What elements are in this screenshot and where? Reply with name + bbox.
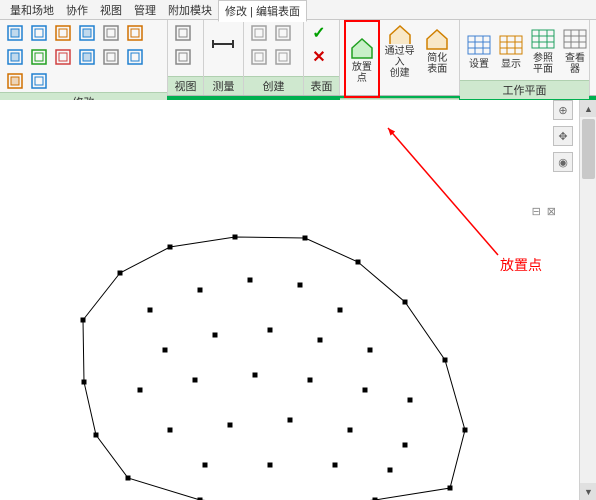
- panel-label-create: 创建: [244, 76, 303, 95]
- create-tool-3[interactable]: [272, 46, 294, 68]
- modify-tool-2[interactable]: [52, 22, 74, 44]
- tool-button-0[interactable]: 通过导入创建: [382, 22, 418, 80]
- tab-3[interactable]: 管理: [128, 0, 162, 20]
- modify-tool-6[interactable]: [4, 46, 26, 68]
- panel-label-workplane: 工作平面: [460, 80, 589, 99]
- modify-tool-7[interactable]: [28, 46, 50, 68]
- tool-button-label: 简化表面: [427, 53, 447, 75]
- panel-label-surface: 表面: [304, 76, 339, 95]
- tool-button-1[interactable]: 简化表面: [419, 22, 455, 80]
- workplane-button-label: 设置: [469, 59, 489, 70]
- place-point-button[interactable]: 放置点: [344, 20, 380, 98]
- canvas-area[interactable]: 放置点 ⊟ ⊠ 项: [0, 100, 596, 500]
- create-tool-2[interactable]: [248, 46, 270, 68]
- modify-tool-3[interactable]: [76, 22, 98, 44]
- view-tool-1[interactable]: [172, 46, 194, 68]
- tab-4[interactable]: 附加模块: [162, 0, 218, 20]
- view-tool-0[interactable]: [172, 22, 194, 44]
- panel-label-measure: 测量: [204, 76, 243, 95]
- tab-1[interactable]: 协作: [60, 0, 94, 20]
- close-view-icon[interactable]: ⊠: [547, 205, 556, 218]
- tab-bar: 量和场地协作视图管理附加模块修改 | 编辑表面: [0, 0, 596, 20]
- tab-0[interactable]: 量和场地: [4, 0, 60, 20]
- view-control-icons: ⊟ ⊠: [532, 205, 556, 218]
- ribbon: 修改视图测量创建✓✕表面放置点通过导入创建简化表面工具设置显示参照平面查看器工作…: [0, 20, 596, 96]
- modify-tool-10[interactable]: [100, 46, 122, 68]
- annotation-label: 放置点: [500, 255, 542, 275]
- scroll-down-icon[interactable]: ▼: [580, 483, 596, 500]
- tab-2[interactable]: 视图: [94, 0, 128, 20]
- minimize-view-icon[interactable]: ⊟: [532, 205, 541, 218]
- create-tool-1[interactable]: [272, 22, 294, 44]
- workplane-button-label: 查看器: [561, 53, 589, 75]
- pan-icon[interactable]: ✥: [553, 126, 573, 146]
- modify-tool-8[interactable]: [52, 46, 74, 68]
- place-point-label: 放置点: [352, 62, 372, 84]
- modify-tool-4[interactable]: [100, 22, 122, 44]
- vertical-scrollbar[interactable]: ▲ ▼: [579, 100, 596, 500]
- modify-tool-13[interactable]: [28, 70, 50, 92]
- scroll-up-icon[interactable]: ▲: [580, 100, 596, 117]
- workplane-button-label: 显示: [501, 59, 521, 70]
- tool-button-label: 通过导入创建: [383, 46, 417, 79]
- modify-tool-5[interactable]: [124, 22, 146, 44]
- tab-5[interactable]: 修改 | 编辑表面: [218, 0, 307, 22]
- cancel-icon[interactable]: ✕: [308, 46, 330, 68]
- modify-tool-11[interactable]: [124, 46, 146, 68]
- panel-label-view: 视图: [168, 76, 203, 95]
- modify-tool-9[interactable]: [76, 46, 98, 68]
- modify-tool-12[interactable]: [4, 70, 26, 92]
- measure-tool[interactable]: [208, 22, 238, 66]
- orbit-icon[interactable]: ◉: [553, 152, 573, 172]
- workplane-button-1[interactable]: 显示: [496, 22, 526, 80]
- create-tool-0[interactable]: [248, 22, 270, 44]
- workplane-button-3[interactable]: 查看器: [560, 22, 590, 80]
- drawing-canvas[interactable]: [0, 100, 596, 500]
- navigation-bar: ⊕ ✥ ◉: [552, 100, 574, 172]
- scroll-thumb[interactable]: [582, 119, 595, 179]
- workplane-button-2[interactable]: 参照平面: [528, 22, 558, 80]
- finish-icon[interactable]: ✓: [308, 22, 330, 44]
- modify-tool-0[interactable]: [4, 22, 26, 44]
- workplane-button-label: 参照平面: [533, 53, 553, 75]
- zoom-icon[interactable]: ⊕: [553, 100, 573, 120]
- modify-tool-1[interactable]: [28, 22, 50, 44]
- workplane-button-0[interactable]: 设置: [464, 22, 494, 80]
